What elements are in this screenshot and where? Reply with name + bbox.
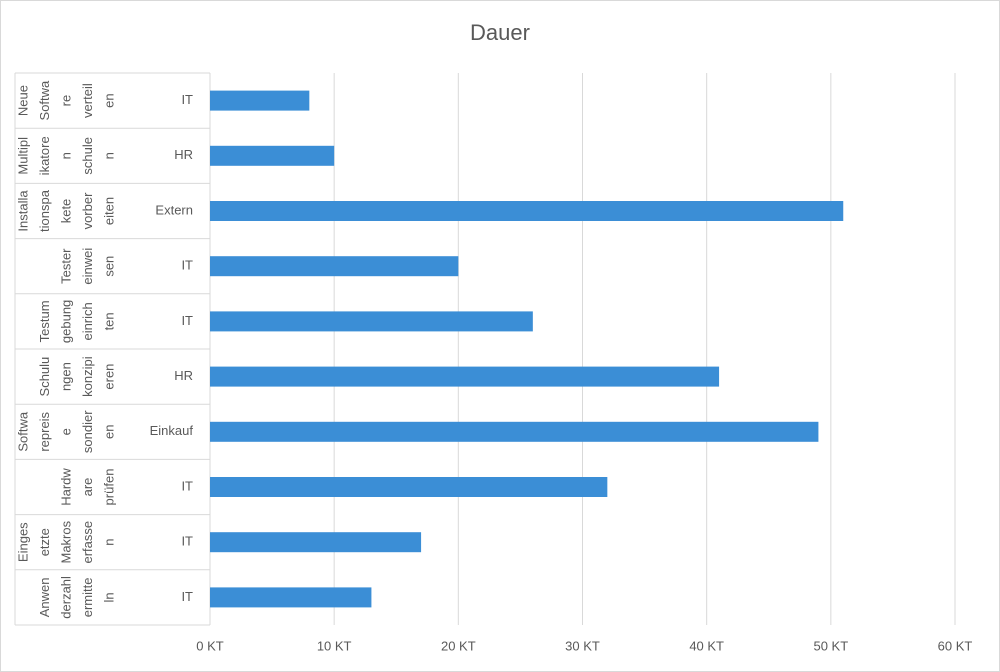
task-label: verteil bbox=[80, 83, 95, 118]
group-label: Einkauf bbox=[150, 423, 194, 438]
x-tick-label: 30 KT bbox=[565, 638, 600, 653]
task-label: Multipl bbox=[15, 137, 30, 175]
task-label: ikatore bbox=[37, 136, 52, 175]
task-label: Schulu bbox=[37, 357, 52, 397]
task-label: erfasse bbox=[80, 521, 95, 564]
group-label: IT bbox=[181, 92, 193, 107]
task-label: sen bbox=[101, 256, 116, 277]
chart-title: Dauer bbox=[470, 20, 530, 45]
bar bbox=[210, 532, 422, 553]
task-label: tionspa bbox=[37, 189, 52, 232]
task-label: schule bbox=[80, 137, 95, 175]
x-tick-label: 10 KT bbox=[317, 638, 352, 653]
x-tick-label: 40 KT bbox=[689, 638, 724, 653]
task-label: n bbox=[101, 539, 116, 546]
group-label: IT bbox=[181, 258, 193, 273]
task-label: Makros bbox=[58, 520, 73, 563]
task-label: vorber bbox=[80, 192, 95, 230]
task-label: Hardw bbox=[58, 468, 73, 506]
task-label: eren bbox=[101, 364, 116, 390]
task-label: einwei bbox=[80, 248, 95, 285]
bar bbox=[210, 311, 533, 332]
task-label: Einges bbox=[15, 522, 30, 562]
bar bbox=[210, 477, 608, 497]
x-tick-label: 50 KT bbox=[813, 638, 848, 653]
group-label: HR bbox=[174, 368, 193, 383]
task-label: ngen bbox=[58, 362, 73, 391]
task-label: konzipi bbox=[80, 356, 95, 397]
group-label: IT bbox=[181, 478, 193, 493]
task-label: ten bbox=[101, 312, 116, 330]
x-tick-label: 20 KT bbox=[441, 638, 476, 653]
task-label: n bbox=[101, 152, 116, 159]
task-label: gebung bbox=[58, 300, 73, 343]
bar bbox=[210, 201, 844, 221]
task-label: Anwen bbox=[37, 578, 52, 618]
task-label: re bbox=[58, 95, 73, 107]
task-label: ln bbox=[101, 592, 116, 602]
group-label: IT bbox=[181, 313, 193, 328]
group-label: HR bbox=[174, 147, 193, 162]
group-label: IT bbox=[181, 534, 193, 549]
task-label: n bbox=[58, 152, 73, 159]
task-label: e bbox=[58, 428, 73, 435]
task-label: Softwa bbox=[37, 80, 52, 121]
task-label: Testum bbox=[37, 300, 52, 342]
bar bbox=[210, 366, 720, 387]
task-label: sondier bbox=[80, 410, 95, 453]
task-label: prüfen bbox=[101, 469, 116, 506]
task-label: derzahl bbox=[58, 576, 73, 619]
bar bbox=[210, 145, 335, 166]
bar bbox=[210, 90, 310, 111]
task-label: en bbox=[101, 93, 116, 107]
task-label: repreis bbox=[37, 411, 52, 451]
group-label: IT bbox=[181, 589, 193, 604]
task-label: einrich bbox=[80, 302, 95, 340]
task-label: Softwa bbox=[15, 411, 30, 452]
task-label: ermitte bbox=[80, 578, 95, 618]
task-label: are bbox=[80, 478, 95, 497]
task-label: etzte bbox=[37, 528, 52, 556]
x-tick-label: 0 KT bbox=[196, 638, 224, 653]
group-label: Extern bbox=[155, 202, 193, 217]
task-label: kete bbox=[58, 199, 73, 224]
task-label: Tester bbox=[58, 248, 73, 284]
bar bbox=[210, 421, 819, 442]
task-label: Installa bbox=[15, 190, 30, 232]
task-label: en bbox=[101, 425, 116, 439]
bar bbox=[210, 587, 372, 608]
bar bbox=[210, 256, 459, 277]
task-label: eiten bbox=[101, 197, 116, 225]
x-tick-label: 60 KT bbox=[938, 638, 973, 653]
task-label: Neue bbox=[15, 85, 30, 116]
